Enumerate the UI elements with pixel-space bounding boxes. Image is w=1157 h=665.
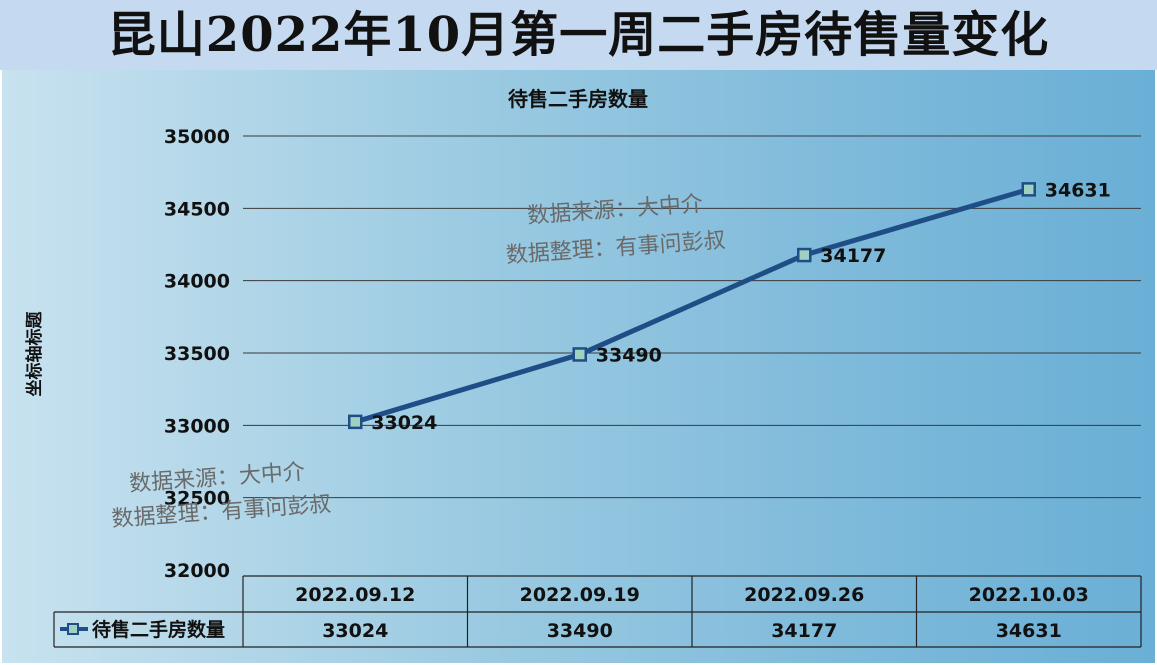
y-tick-label: 33500 — [164, 343, 230, 365]
page-title: 昆山2022年10月第一周二手房待售量变化 — [107, 7, 1050, 63]
table-value: 33490 — [547, 620, 613, 642]
data-point — [348, 414, 363, 430]
watermark-lower: 数据来源：大中介 数据整理：有事问彭叔 — [111, 452, 332, 533]
table-value: 33024 — [322, 620, 388, 642]
data-point — [797, 247, 812, 263]
y-tick-label: 32000 — [164, 560, 230, 582]
y-tick-label: 32500 — [164, 488, 230, 510]
chart-title: 待售二手房数量 — [508, 87, 648, 111]
data-label: 34177 — [820, 245, 886, 267]
title-banner: 昆山2022年10月第一周二手房待售量变化 — [0, 0, 1157, 70]
x-category-label: 2022.10.03 — [969, 584, 1089, 606]
series-line — [352, 186, 1032, 425]
y-tick-label: 34000 — [164, 271, 230, 293]
table-value: 34177 — [771, 620, 837, 642]
x-category-label: 2022.09.26 — [744, 584, 864, 606]
data-label: 33490 — [596, 344, 662, 366]
data-point — [1021, 182, 1036, 197]
data-label: 34631 — [1045, 179, 1111, 201]
chart-area: 待售二手房数量 坐标轴标题 32000 32500 33000 33500 34000 345… — [2, 70, 1155, 663]
table-value: 34631 — [996, 620, 1062, 642]
data-label: 33024 — [371, 412, 437, 434]
legend-marker — [67, 623, 79, 635]
y-axis-title: 坐标轴标题 — [24, 311, 45, 397]
y-tick-label: 34500 — [164, 198, 230, 220]
y-tick-label: 35000 — [164, 126, 230, 148]
x-category-label: 2022.09.12 — [295, 584, 415, 606]
legend-label: 待售二手房数量 — [92, 618, 225, 641]
x-category-label: 2022.09.19 — [520, 584, 640, 606]
line-chart: 待售二手房数量坐标轴标题3200032500330003350034000345… — [24, 87, 1142, 648]
data-point — [572, 347, 587, 362]
watermark-upper: 数据来源：大中介 数据整理：有事问彭叔 — [505, 184, 726, 269]
y-tick-label: 33000 — [164, 415, 230, 437]
